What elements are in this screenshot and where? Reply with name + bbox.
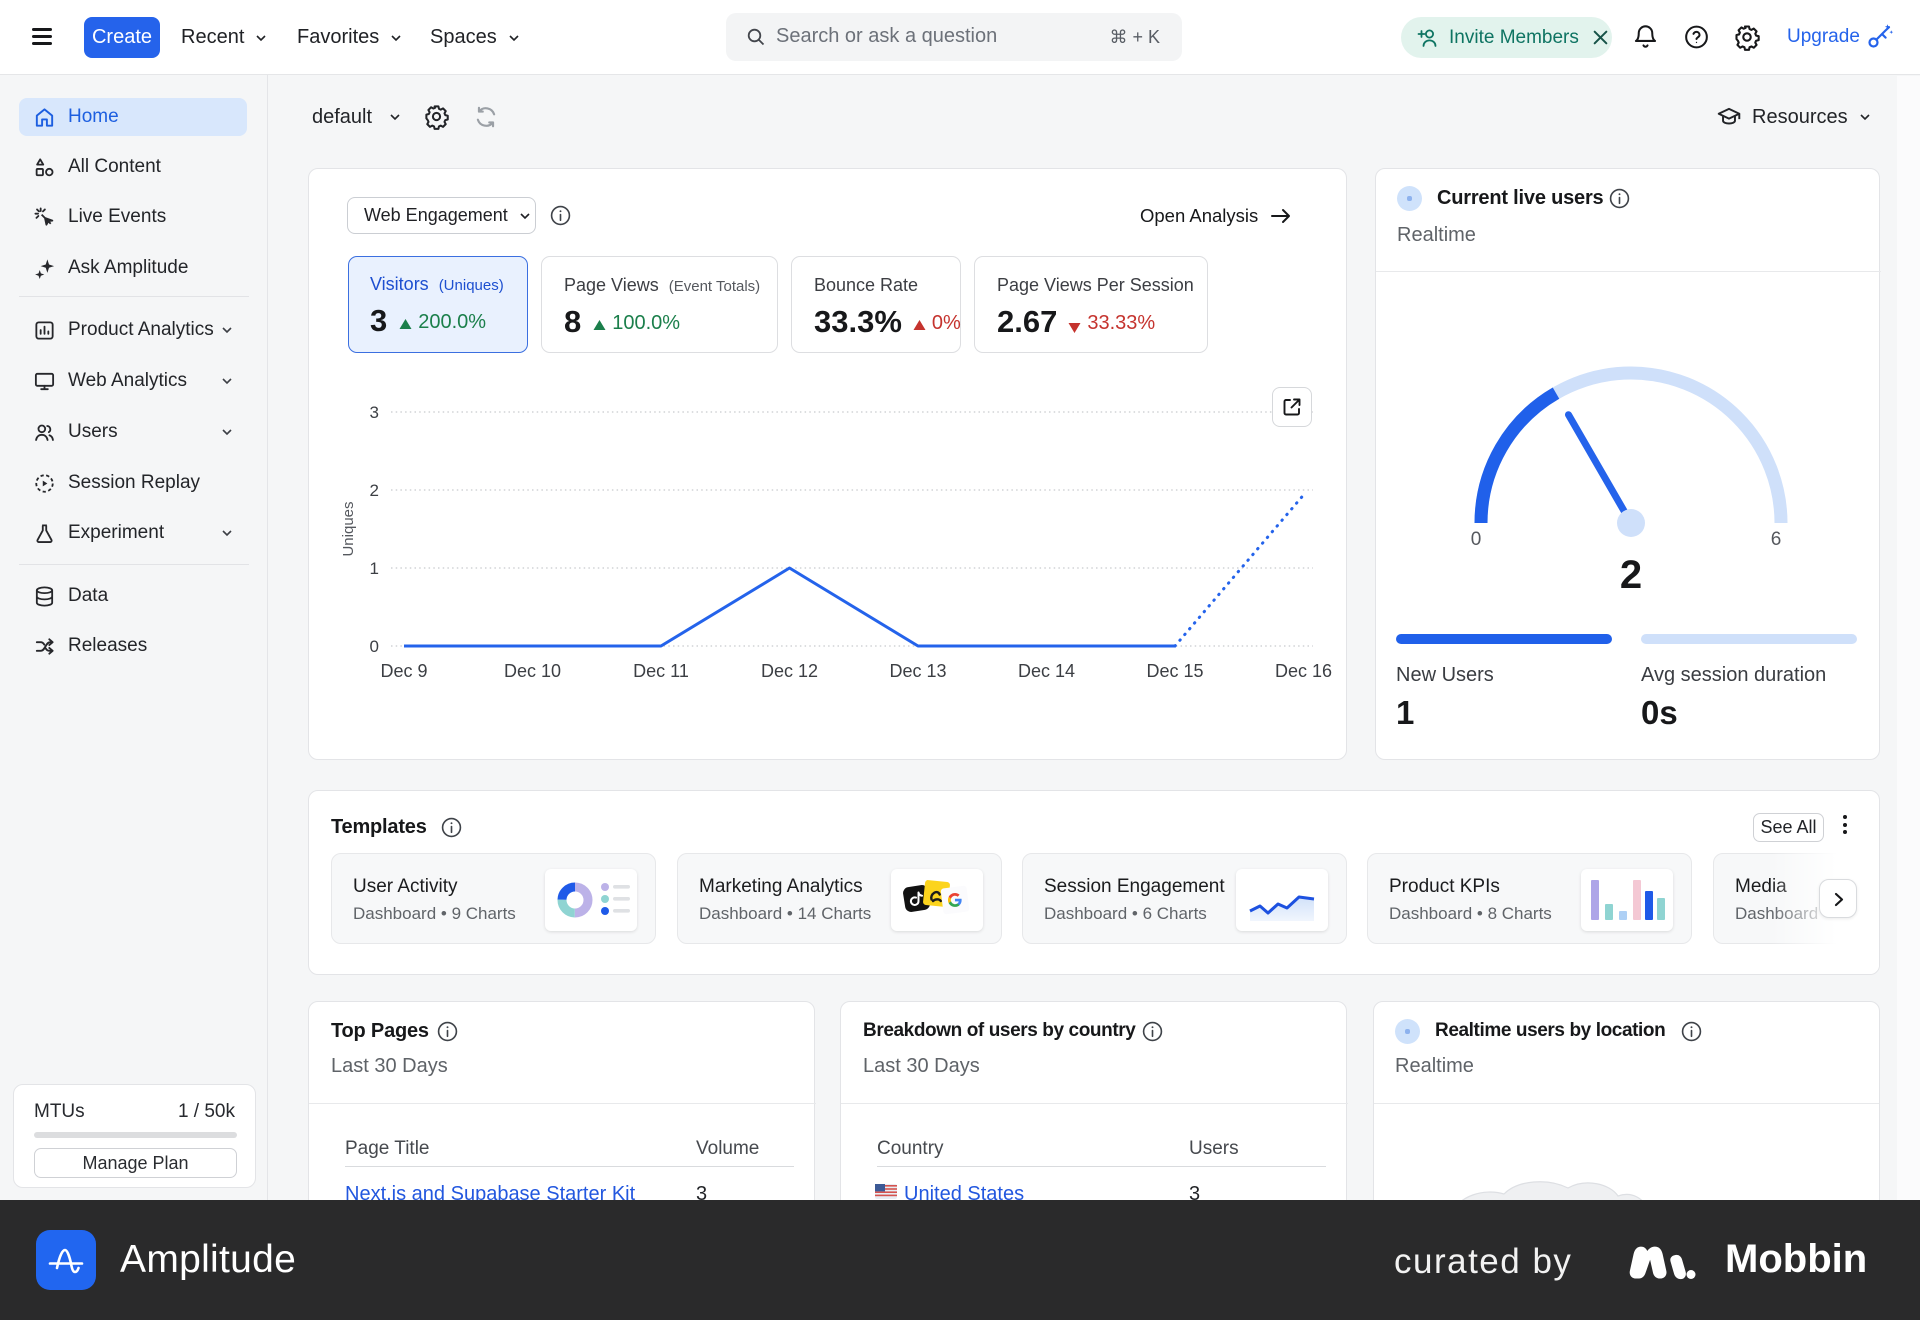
svg-text:Dec 16: Dec 16	[1275, 661, 1332, 681]
svg-text:2: 2	[370, 481, 379, 500]
svg-text:Dec 9: Dec 9	[380, 661, 427, 681]
svg-text:Dec 13: Dec 13	[889, 661, 946, 681]
svg-text:Uniques: Uniques	[340, 501, 357, 556]
svg-text:Dec 15: Dec 15	[1146, 661, 1203, 681]
svg-text:Dec 11: Dec 11	[633, 661, 689, 681]
svg-text:Dec 14: Dec 14	[1018, 661, 1075, 681]
svg-text:Dec 10: Dec 10	[504, 661, 561, 681]
svg-text:3: 3	[370, 403, 379, 422]
svg-text:0: 0	[370, 637, 379, 656]
svg-text:1: 1	[370, 559, 379, 578]
svg-text:Dec 12: Dec 12	[761, 661, 818, 681]
